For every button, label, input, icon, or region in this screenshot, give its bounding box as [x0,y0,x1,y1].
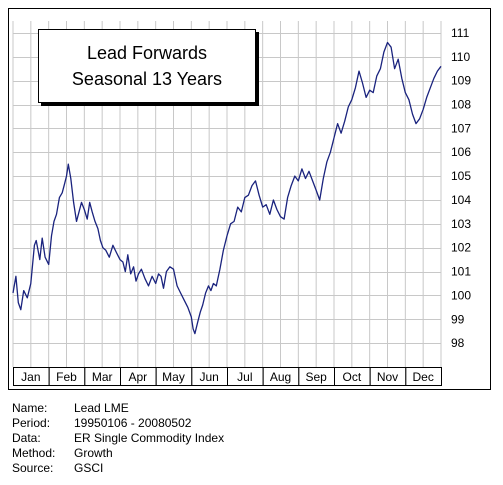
info-row: Period: 19950106 - 20080502 [12,416,224,431]
y-tick-label: 109 [451,74,471,88]
info-row: Method: Growth [12,446,224,461]
x-tick-label: Dec [412,370,433,384]
info-value: Lead LME [74,401,129,415]
chart-title-box: Lead Forwards Seasonal 13 Years [38,29,256,103]
y-tick-label: 105 [451,169,471,183]
info-value: ER Single Commodity Index [74,431,225,445]
info-value: 19950106 - 20080502 [74,416,192,430]
info-value: GSCI [74,461,104,475]
y-tick-label: 108 [451,98,471,112]
chart-title: Lead Forwards [86,43,208,63]
x-tick-label: Aug [270,370,291,384]
x-tick-label: Mar [92,370,113,384]
x-tick-label: Nov [377,370,398,384]
chart-frame: 98 99 100 101 102 103 104 105 106 107 108 109 110 111… [8,8,491,390]
x-tick-label: Sep [305,370,327,384]
y-tick-label: 103 [451,217,471,231]
x-tick-label: Apr [128,370,147,384]
x-tick-label: May [162,370,185,384]
info-label: Data: [12,431,41,445]
y-tick-label: 110 [451,50,470,64]
y-tick-label: 101 [451,265,471,279]
x-tick-label: Jul [237,370,252,384]
info-row: Data: ER Single Commodity Index [12,431,224,446]
y-tick-label: 99 [451,312,465,326]
info-label: Source: [12,461,54,475]
info-table: Name: Lead LME Period: 19950106 - 20080502 D… [12,401,224,476]
x-category-cell [405,367,443,386]
info-label: Period: [12,416,51,430]
x-tick-label: Oct [342,370,361,384]
info-row: Source: GSCI [12,461,224,476]
info-label: Method: [12,446,56,460]
y-tick-label: 111 [451,26,470,40]
y-tick-label: 100 [451,288,471,302]
x-tick-label: Jan [21,370,40,384]
info-label: Name: [12,401,48,415]
y-tick-label: 106 [451,145,471,159]
info-value: Growth [74,446,113,460]
x-tick-label: Jun [199,370,218,384]
series-line [12,41,442,335]
y-tick-label: 102 [451,241,471,255]
x-tick-label: Feb [56,370,77,384]
y-tick-label: 104 [451,193,471,207]
y-tick-label: 107 [451,121,471,135]
y-tick-label: 98 [451,336,465,350]
chart-subtitle: Seasonal 13 Years [71,69,223,89]
info-row: Name: Lead LME [12,401,224,416]
